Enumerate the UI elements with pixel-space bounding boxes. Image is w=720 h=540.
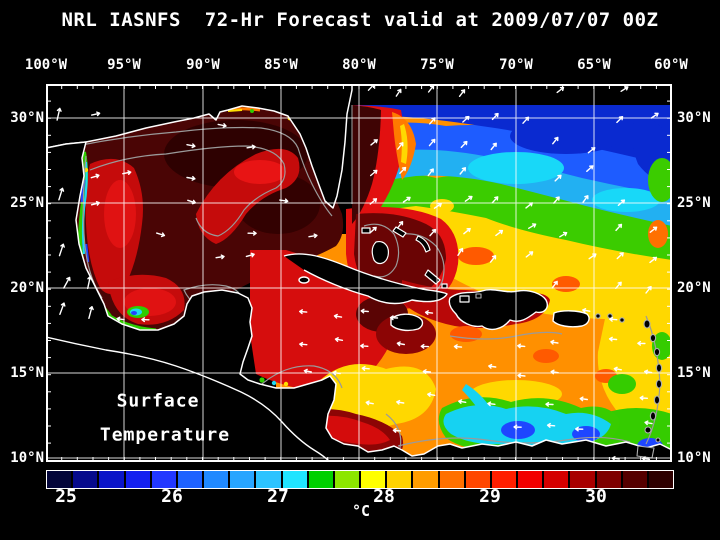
lat-left-10n: 10°N bbox=[10, 450, 44, 466]
lon-label-65w: 65°W bbox=[577, 57, 611, 73]
map-overlay-label-line1: Surface bbox=[116, 390, 200, 412]
lat-left-25n: 25°N bbox=[10, 195, 44, 211]
pacific-coastline bbox=[46, 336, 331, 462]
colorbar-tick-25: 25 bbox=[55, 486, 77, 507]
lat-right-30n: 30°N bbox=[677, 110, 711, 126]
lon-label-75w: 75°W bbox=[420, 57, 454, 73]
colorbar-tick-29: 29 bbox=[479, 486, 501, 507]
lon-label-100w: 100°W bbox=[24, 57, 68, 73]
colorbar-tick-27: 27 bbox=[267, 486, 289, 507]
lat-left-20n: 20°N bbox=[10, 280, 44, 296]
lat-right-20n: 20°N bbox=[677, 280, 711, 296]
colorbar bbox=[46, 470, 674, 489]
colorbar-unit: °C bbox=[351, 502, 371, 520]
sst-map-canvas bbox=[46, 84, 672, 462]
lon-label-60w: 60°W bbox=[654, 57, 688, 73]
colorbar-tick-30: 30 bbox=[585, 486, 607, 507]
sst-map: Surface Temperature bbox=[46, 84, 672, 462]
colorbar-tick-26: 26 bbox=[161, 486, 183, 507]
lon-label-70w: 70°W bbox=[499, 57, 533, 73]
map-overlay-label-line2: Temperature bbox=[99, 424, 231, 446]
wind-vector-layer bbox=[56, 84, 659, 462]
lon-label-80w: 80°W bbox=[342, 57, 376, 73]
lat-left-30n: 30°N bbox=[10, 110, 44, 126]
landmass-lesser-antilles bbox=[475, 293, 663, 459]
map-frame bbox=[46, 84, 672, 462]
landmass-islands bbox=[283, 253, 590, 332]
lon-label-95w: 95°W bbox=[107, 57, 141, 73]
colorbar-tick-28: 28 bbox=[373, 486, 395, 507]
lat-left-15n: 15°N bbox=[10, 365, 44, 381]
page-title: NRL IASNFS 72-Hr Forecast valid at 2009/… bbox=[61, 9, 659, 31]
lon-label-85w: 85°W bbox=[264, 57, 298, 73]
lat-right-25n: 25°N bbox=[677, 195, 711, 211]
lat-right-10n: 10°N bbox=[677, 450, 711, 466]
landmass-bahamas bbox=[361, 226, 470, 303]
lat-right-15n: 15°N bbox=[677, 365, 711, 381]
lon-label-90w: 90°W bbox=[186, 57, 220, 73]
graticule bbox=[46, 84, 672, 462]
